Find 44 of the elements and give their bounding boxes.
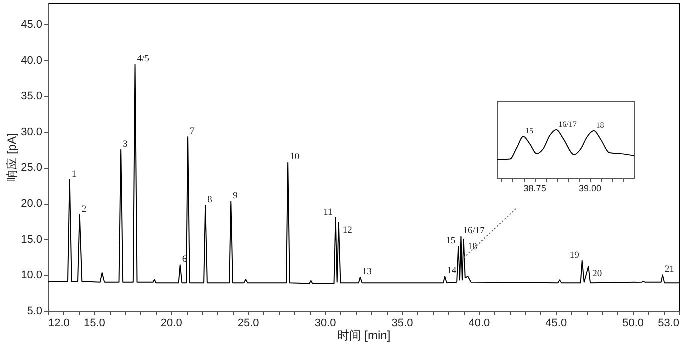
annotation: 15 xyxy=(526,126,534,136)
x-tick-label: 35.0 xyxy=(392,318,414,330)
x-tick-label: 38.75 xyxy=(524,184,546,194)
x-tick-label: 30.0 xyxy=(314,318,336,330)
annotation: 20 xyxy=(592,270,602,280)
y-tick-label: 25.0 xyxy=(21,162,42,174)
annotation: 3 xyxy=(123,140,128,150)
y-tick-label: 10.0 xyxy=(21,270,42,282)
annotation: 1 xyxy=(72,170,77,180)
x-tick-label: 20.0 xyxy=(160,318,182,330)
y-tick-label: 45.0 xyxy=(21,18,42,31)
x-tick-label: 39.00 xyxy=(579,184,602,194)
x-axis-title: 时间 [min] xyxy=(337,328,391,342)
y-tick-label: 5.0 xyxy=(27,306,42,318)
y-tick-label: 20.0 xyxy=(21,198,42,210)
annotation: 2 xyxy=(82,205,87,216)
annotation: 15 xyxy=(446,236,456,247)
x-tick-label: 40.0 xyxy=(468,318,490,330)
annotation: 10 xyxy=(290,152,300,163)
annotation: 11 xyxy=(324,208,334,218)
annotation: 18 xyxy=(596,120,604,130)
x-tick-label: 45.0 xyxy=(546,318,568,330)
y-tick-label: 35.0 xyxy=(21,90,42,103)
x-tick-label: 12.0 xyxy=(48,318,70,330)
annotation: 21 xyxy=(664,265,675,276)
x-tick-label: 15.0 xyxy=(84,318,106,330)
x-tick-label: 50.0 xyxy=(622,318,644,330)
y-tick-label: 40.0 xyxy=(21,54,42,67)
annotation: 19 xyxy=(570,250,580,261)
annotation: 16/17 xyxy=(558,120,577,129)
annotation: 8 xyxy=(208,196,213,206)
annotation: 14 xyxy=(447,266,457,277)
annotation: 9 xyxy=(233,191,238,202)
x-tick-label: 25.0 xyxy=(238,318,260,330)
annotation: 13 xyxy=(362,267,372,278)
annotation: 4/5 xyxy=(137,54,150,65)
annotation: 16/17 xyxy=(463,226,486,237)
annotation: 7 xyxy=(190,126,196,137)
y-axis-title: 响应 [pA] xyxy=(5,133,20,182)
y-tick-label: 30.0 xyxy=(21,126,42,138)
annotation: 12 xyxy=(342,226,353,236)
x-tick-label: 53.0 xyxy=(658,318,680,330)
annotation: 18 xyxy=(468,242,478,252)
y-tick-label: 15.0 xyxy=(21,234,42,246)
